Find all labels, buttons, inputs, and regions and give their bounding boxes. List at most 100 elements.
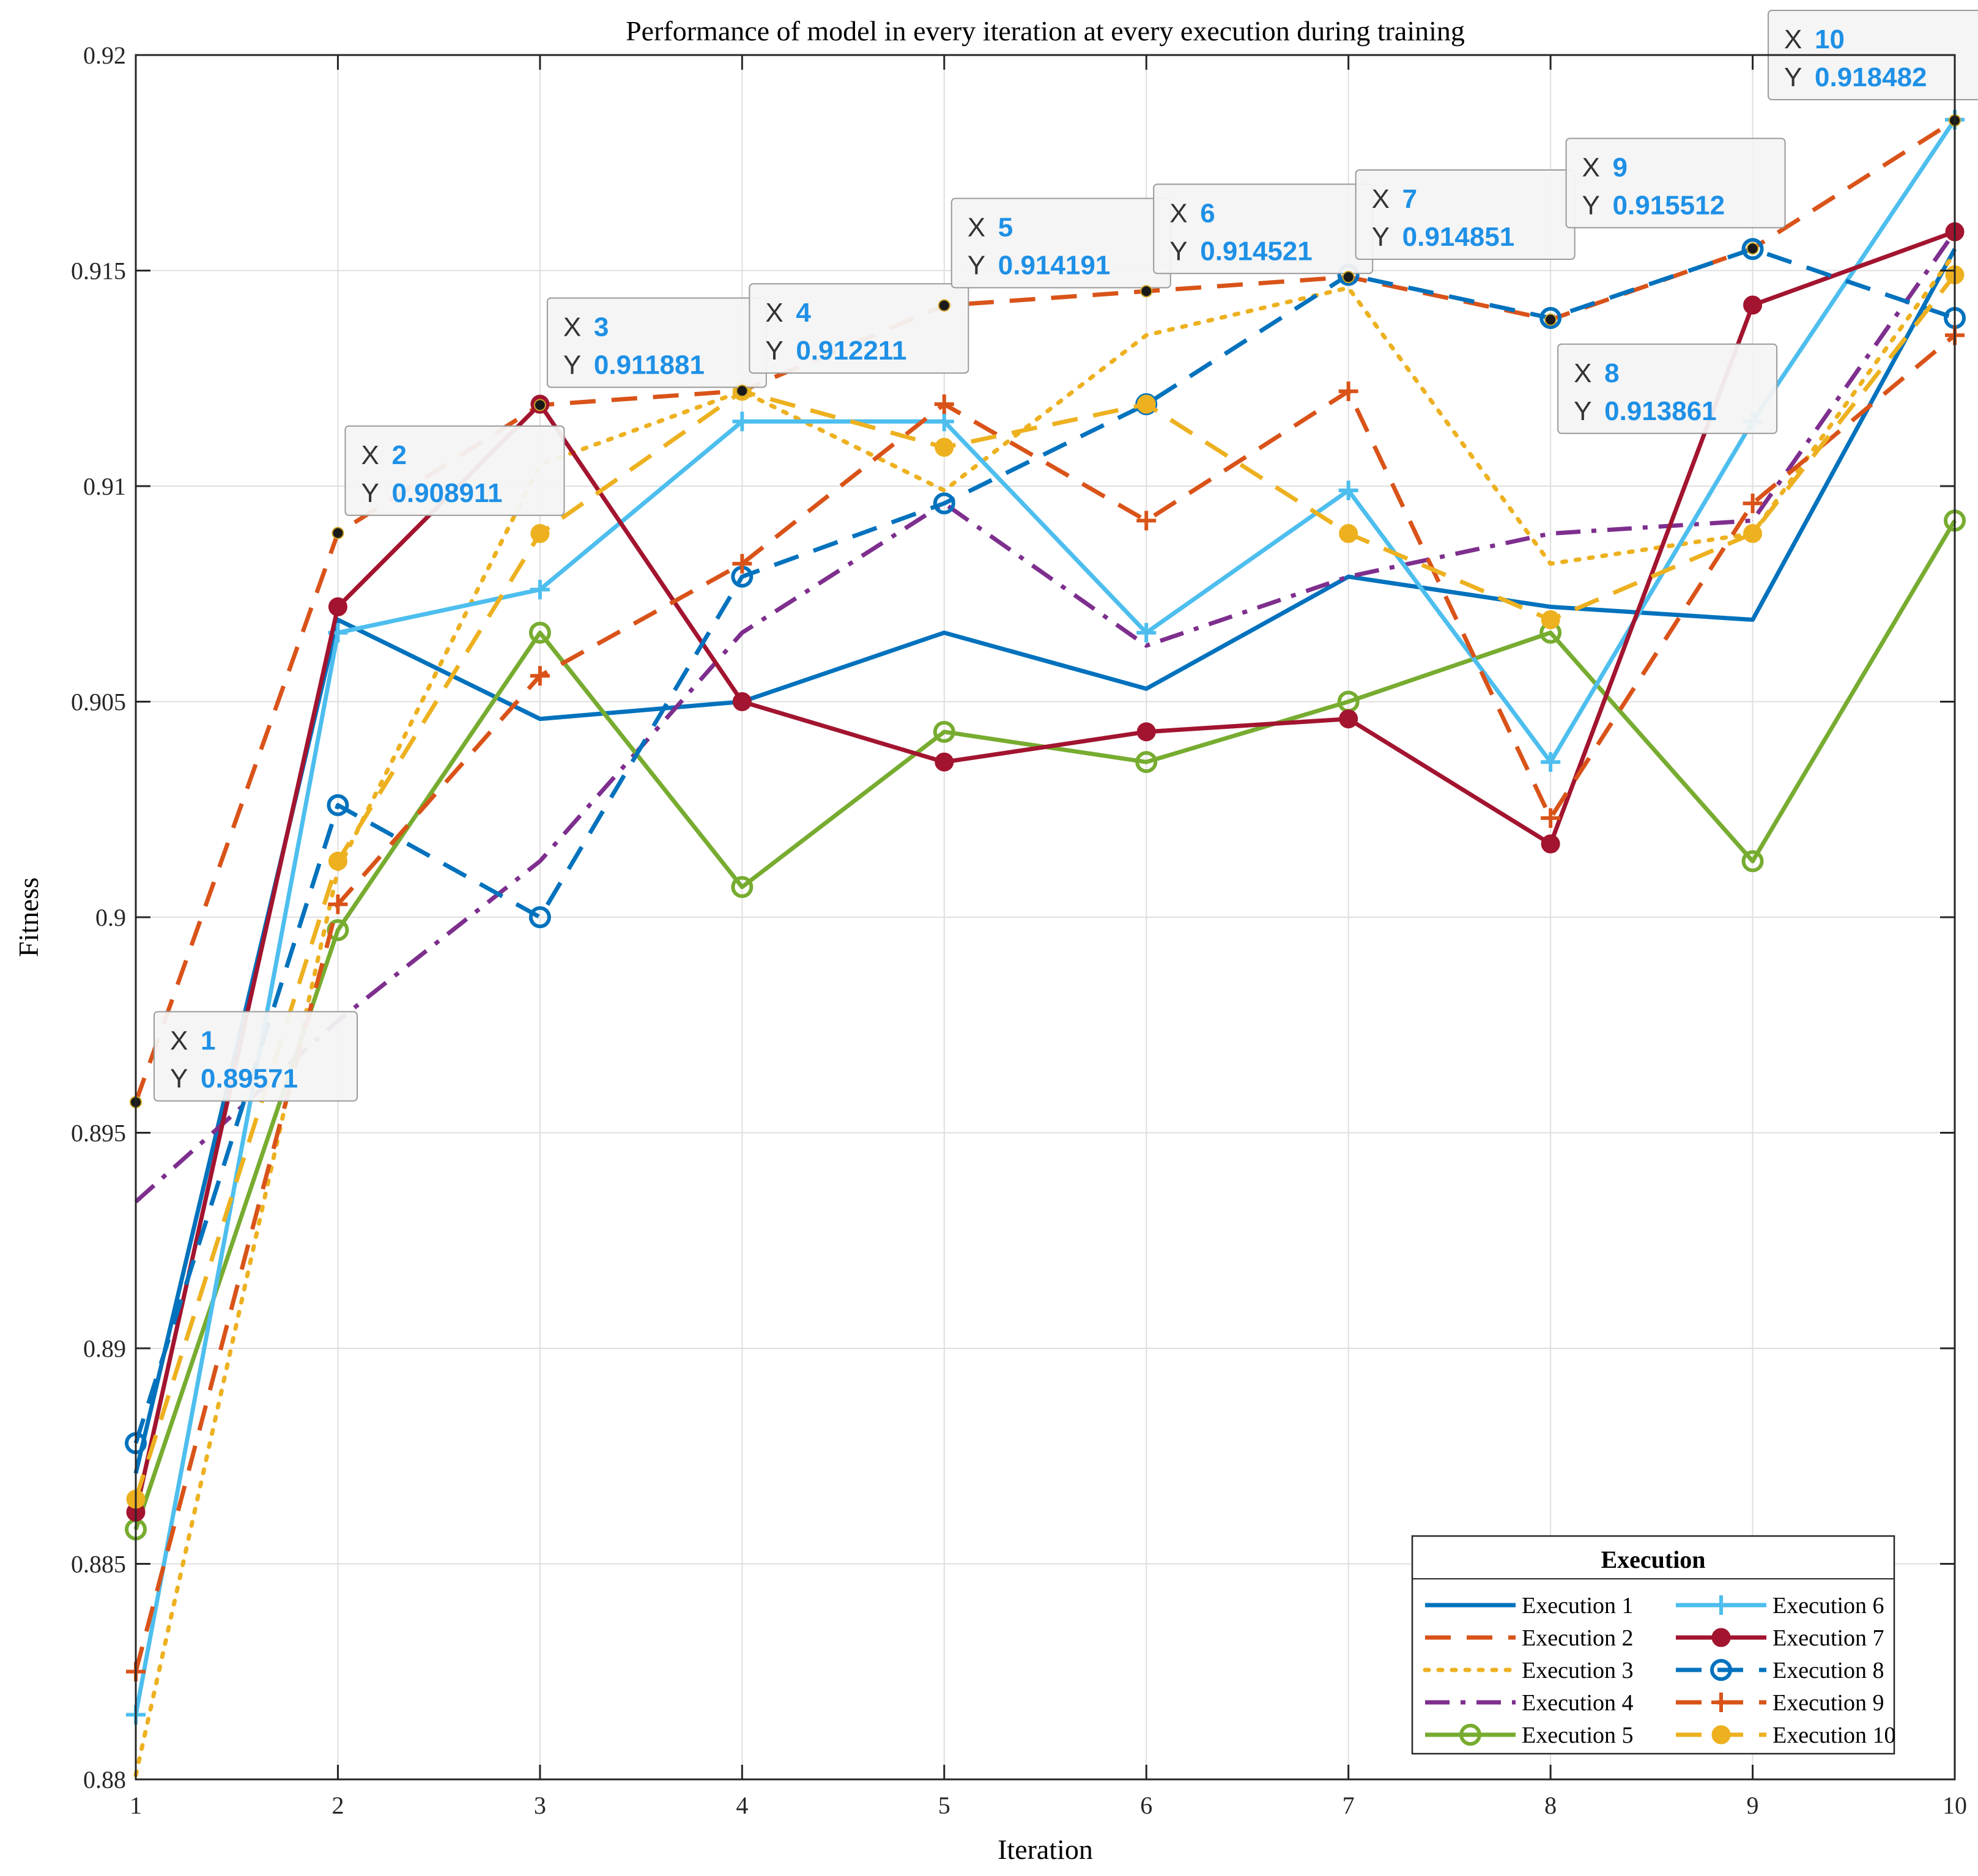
legend-label: Execution 6 xyxy=(1772,1593,1884,1619)
datatip-x-prefix: X xyxy=(563,312,581,342)
y-tick-label: 0.91 xyxy=(83,473,126,500)
x-tick-label: 7 xyxy=(1343,1792,1355,1819)
datatip-x-value: 10 xyxy=(1815,24,1845,54)
axis-ticks: 1 2 3 4 5 6 7 8 9 10 0.88 0.885 0.89 0.895 0.9 0.905 0.9… xyxy=(71,42,1967,1819)
legend-label: Execution 4 xyxy=(1522,1690,1634,1716)
legend-title: Execution xyxy=(1601,1546,1705,1573)
datatip-y-value: 0.914521 xyxy=(1200,236,1313,266)
data-point xyxy=(530,524,550,544)
x-tick-label: 6 xyxy=(1140,1792,1152,1819)
x-axis-label: Iteration xyxy=(998,1834,1093,1865)
legend-item-execution-6: Execution 6 xyxy=(1676,1593,1884,1619)
y-tick-label: 0.92 xyxy=(83,42,126,69)
data-point xyxy=(530,666,550,686)
datatip-y-prefix: Y xyxy=(1372,222,1390,252)
datatip-2: X 2Y 0.908911 xyxy=(332,425,565,539)
legend-label: Execution 7 xyxy=(1772,1625,1884,1651)
datatip-x-prefix: X xyxy=(1372,184,1390,214)
datatip-x-prefix: X xyxy=(1784,24,1802,54)
datatip-y-prefix: Y xyxy=(765,336,783,366)
data-point xyxy=(1136,511,1157,531)
datatip-x-value: 8 xyxy=(1604,358,1619,388)
legend-item-execution-3: Execution 3 xyxy=(1423,1658,1634,1683)
legend-label: Execution 3 xyxy=(1522,1658,1634,1683)
data-point xyxy=(933,492,955,515)
datatip-anchor xyxy=(1544,313,1557,326)
y-tick-label: 0.915 xyxy=(71,257,126,285)
datatip-x-value: 6 xyxy=(1200,198,1215,228)
x-tick-label: 4 xyxy=(736,1792,748,1819)
data-point xyxy=(1339,709,1358,729)
series-line xyxy=(133,246,1956,1444)
data-point xyxy=(732,412,752,432)
datatip-x-value: 1 xyxy=(201,1025,215,1055)
data-point xyxy=(1541,834,1560,854)
data-point xyxy=(741,632,743,633)
data-point xyxy=(1541,752,1561,772)
datatip-y-value: 0.912211 xyxy=(796,336,906,366)
y-tick-label: 0.88 xyxy=(83,1766,126,1793)
data-point xyxy=(1541,808,1561,828)
datatip-x-prefix: X xyxy=(968,213,985,243)
series-line xyxy=(133,333,1957,1672)
datatip-y-value: 0.915512 xyxy=(1613,190,1725,220)
y-tick-label: 0.905 xyxy=(71,689,126,716)
data-point xyxy=(731,876,754,898)
y-tick-label: 0.885 xyxy=(71,1551,126,1578)
datatip-anchor xyxy=(1342,271,1355,284)
datatip-anchor xyxy=(332,526,344,539)
legend-label: Execution 8 xyxy=(1772,1658,1884,1683)
datatip-x-value: 5 xyxy=(998,213,1013,243)
data-point xyxy=(1539,307,1562,330)
x-tick-label: 10 xyxy=(1943,1792,1967,1819)
datatip-y-prefix: Y xyxy=(1784,62,1802,92)
x-tick-label: 9 xyxy=(1747,1792,1759,1819)
data-point xyxy=(528,906,551,928)
x-tick-label: 5 xyxy=(938,1792,950,1819)
data-point xyxy=(935,752,954,772)
series-execution-6 xyxy=(126,109,1965,1725)
legend-box xyxy=(1411,1535,1895,1755)
legend-marker-sample xyxy=(1459,1724,1481,1746)
datatip-1: X 1Y 0.89571 xyxy=(130,1011,358,1109)
legend-item-execution-5: Execution 5 xyxy=(1425,1723,1634,1748)
data-point xyxy=(1338,481,1358,501)
series-execution-1 xyxy=(133,248,1957,1474)
datatip-y-value: 0.913861 xyxy=(1604,396,1717,426)
data-point xyxy=(933,720,955,743)
datatip-box xyxy=(1557,343,1778,434)
datatip-4: X 4Y 0.912211 xyxy=(736,283,969,397)
datatip-anchor xyxy=(1140,285,1153,298)
data-point xyxy=(934,394,954,415)
datatip-y-value: 0.908911 xyxy=(391,478,502,508)
datatip-3: X 3Y 0.911881 xyxy=(533,297,767,412)
datatip-y-prefix: Y xyxy=(1574,396,1591,426)
legend-label: Execution 2 xyxy=(1522,1625,1634,1651)
legend-marker-sample xyxy=(1711,1693,1731,1712)
data-point xyxy=(327,919,349,942)
data-point xyxy=(1743,524,1763,544)
datatip-box xyxy=(344,425,565,516)
data-point xyxy=(1338,381,1358,401)
data-point xyxy=(1146,334,1147,336)
datatip-y-prefix: Y xyxy=(1169,236,1187,266)
legend-label: Execution 10 xyxy=(1772,1723,1896,1748)
series-line xyxy=(133,118,1957,1715)
x-tick-label: 3 xyxy=(534,1792,546,1819)
data-point xyxy=(1741,238,1764,260)
data-point xyxy=(1136,622,1157,643)
x-tick-label: 8 xyxy=(1544,1792,1557,1819)
data-point xyxy=(1743,295,1763,315)
datatip-x-prefix: X xyxy=(361,440,379,470)
datatip-x-value: 7 xyxy=(1402,184,1417,214)
data-point xyxy=(327,794,349,816)
datatip-anchor xyxy=(736,385,749,397)
legend-item-execution-9: Execution 9 xyxy=(1676,1690,1884,1716)
data-point xyxy=(1541,610,1560,630)
datatip-y-value: 0.89571 xyxy=(201,1063,298,1093)
x-tick-label: 1 xyxy=(130,1792,142,1819)
legend-item-execution-2: Execution 2 xyxy=(1425,1625,1634,1651)
datatip-box xyxy=(749,283,969,374)
data-point xyxy=(539,860,541,862)
